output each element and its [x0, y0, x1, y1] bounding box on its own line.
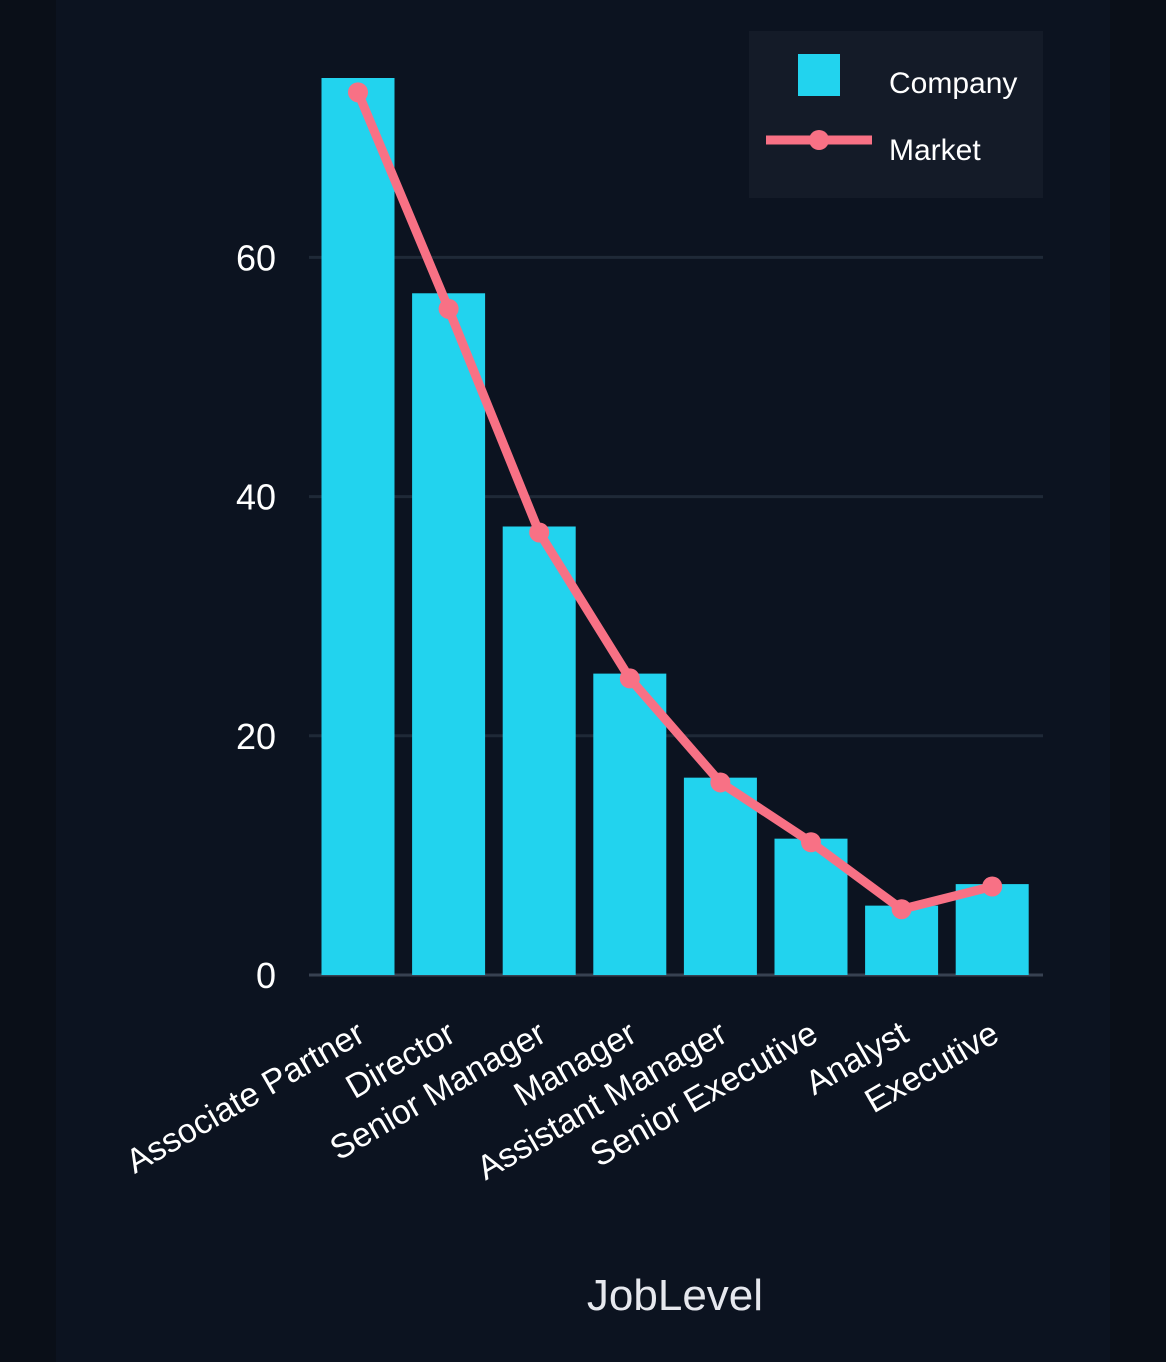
- company-bar: [955, 884, 1029, 975]
- company-bar: [321, 78, 395, 975]
- x-axis-title: JobLevel: [587, 1271, 763, 1320]
- x-tick-label: Associate Partner: [120, 1014, 371, 1181]
- market-line: [348, 82, 1003, 920]
- legend-company-label: Company: [889, 67, 1017, 100]
- company-bar: [683, 777, 757, 975]
- market-point: [438, 298, 459, 319]
- market-point: [348, 82, 368, 103]
- legend-company-swatch: [798, 54, 840, 96]
- market-point: [891, 899, 912, 920]
- market-point: [710, 772, 731, 793]
- legend-market-label: Market: [889, 134, 981, 167]
- y-axis-ticks: 0 20 40 60: [236, 237, 276, 996]
- market-line-path: [353, 90, 994, 914]
- company-bars: [321, 78, 1029, 975]
- company-bar: [412, 293, 486, 975]
- legend-market-marker: [809, 130, 829, 150]
- market-point: [529, 522, 550, 543]
- y-tick-label: 60: [236, 237, 276, 278]
- company-bar: [502, 526, 576, 975]
- legend-background: [749, 31, 1043, 198]
- y-tick-label: 40: [236, 477, 276, 518]
- market-point: [801, 832, 821, 853]
- y-tick-label: 0: [256, 955, 276, 996]
- company-bar: [593, 673, 667, 975]
- market-point: [982, 876, 1003, 897]
- legend: Company Market: [749, 31, 1043, 198]
- market-point: [619, 668, 640, 689]
- right-margin-panel: [1110, 0, 1166, 1362]
- left-margin-panel: [0, 0, 56, 1362]
- y-tick-label: 20: [236, 716, 276, 757]
